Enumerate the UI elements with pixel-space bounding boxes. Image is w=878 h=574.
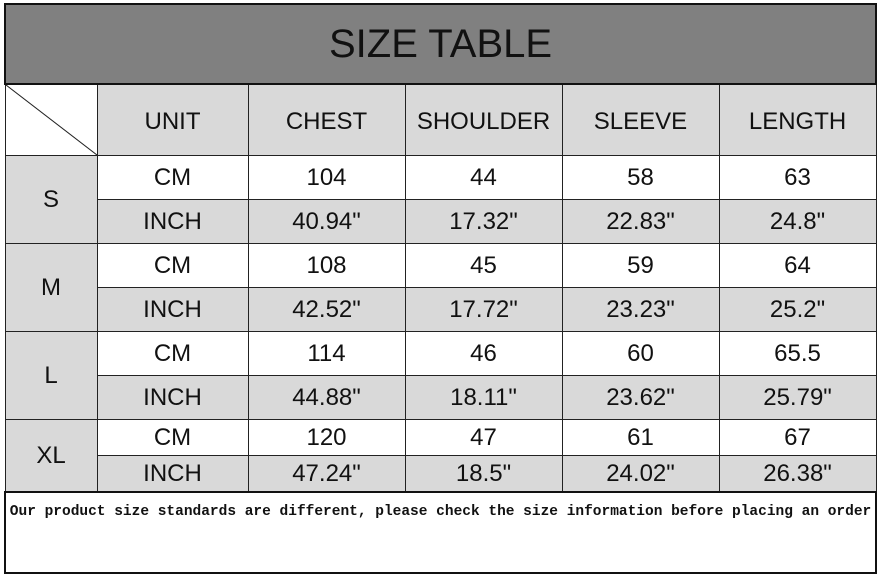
size-label: L xyxy=(4,331,98,420)
table-row: INCH 44.88" 18.11" 23.62" 25.79" xyxy=(5,375,877,420)
value-cell: 58 xyxy=(561,155,720,200)
header-shoulder: SHOULDER xyxy=(404,83,563,156)
value-cell: 59 xyxy=(561,243,720,288)
header-chest: CHEST xyxy=(247,83,406,156)
unit-cell: INCH xyxy=(96,375,249,420)
value-cell: 65.5 xyxy=(718,331,877,376)
size-table: SIZE TABLE UNIT CHEST SHOULDER SLEEVE LE… xyxy=(3,3,878,574)
value-cell: 40.94" xyxy=(247,199,406,244)
unit-cell: CM xyxy=(96,155,249,200)
value-cell: 25.79" xyxy=(718,375,877,420)
value-cell: 18.11" xyxy=(404,375,563,420)
value-cell: 120 xyxy=(247,419,406,456)
value-cell: 17.72" xyxy=(404,287,563,332)
size-note: Our product size standards are different… xyxy=(3,491,878,574)
unit-cell: INCH xyxy=(96,455,249,493)
header-unit: UNIT xyxy=(96,83,249,156)
size-label: S xyxy=(4,155,98,244)
value-cell: 22.83" xyxy=(561,199,720,244)
unit-cell: INCH xyxy=(96,199,249,244)
value-cell: 108 xyxy=(247,243,406,288)
value-cell: 26.38" xyxy=(718,455,877,493)
unit-cell: CM xyxy=(96,419,249,456)
header-sleeve: SLEEVE xyxy=(561,83,720,156)
unit-cell: INCH xyxy=(96,287,249,332)
size-label: XL xyxy=(4,419,98,493)
value-cell: 47.24" xyxy=(247,455,406,493)
value-cell: 44.88" xyxy=(247,375,406,420)
value-cell: 46 xyxy=(404,331,563,376)
value-cell: 114 xyxy=(247,331,406,376)
value-cell: 23.23" xyxy=(561,287,720,332)
value-cell: 44 xyxy=(404,155,563,200)
value-cell: 61 xyxy=(561,419,720,456)
value-cell: 23.62" xyxy=(561,375,720,420)
value-cell: 24.02" xyxy=(561,455,720,493)
unit-cell: CM xyxy=(96,243,249,288)
value-cell: 67 xyxy=(718,419,877,456)
table-row: M CM 108 45 59 64 xyxy=(4,243,877,332)
diagonal-corner-cell xyxy=(4,83,98,156)
table-row: INCH 40.94" 17.32" 22.83" 24.8" xyxy=(5,199,877,244)
value-cell: 24.8" xyxy=(718,199,877,244)
table-row: S CM 104 44 58 63 xyxy=(4,155,877,244)
unit-cell: CM xyxy=(96,331,249,376)
value-cell: 104 xyxy=(247,155,406,200)
table-row: INCH 42.52" 17.72" 23.23" 25.2" xyxy=(5,287,877,332)
table-row: L CM 114 46 60 65.5 xyxy=(4,331,877,420)
value-cell: 17.32" xyxy=(404,199,563,244)
table-row: INCH 47.24" 18.5" 24.02" 26.38" xyxy=(5,455,877,493)
value-cell: 25.2" xyxy=(718,287,877,332)
value-cell: 45 xyxy=(404,243,563,288)
table-row: XL CM 120 47 61 67 xyxy=(4,419,877,493)
header-length: LENGTH xyxy=(718,83,877,156)
value-cell: 47 xyxy=(404,419,563,456)
size-label: M xyxy=(4,243,98,332)
value-cell: 63 xyxy=(718,155,877,200)
value-cell: 64 xyxy=(718,243,877,288)
table-title: SIZE TABLE xyxy=(3,3,878,85)
value-cell: 18.5" xyxy=(404,455,563,493)
value-cell: 60 xyxy=(561,331,720,376)
value-cell: 42.52" xyxy=(247,287,406,332)
